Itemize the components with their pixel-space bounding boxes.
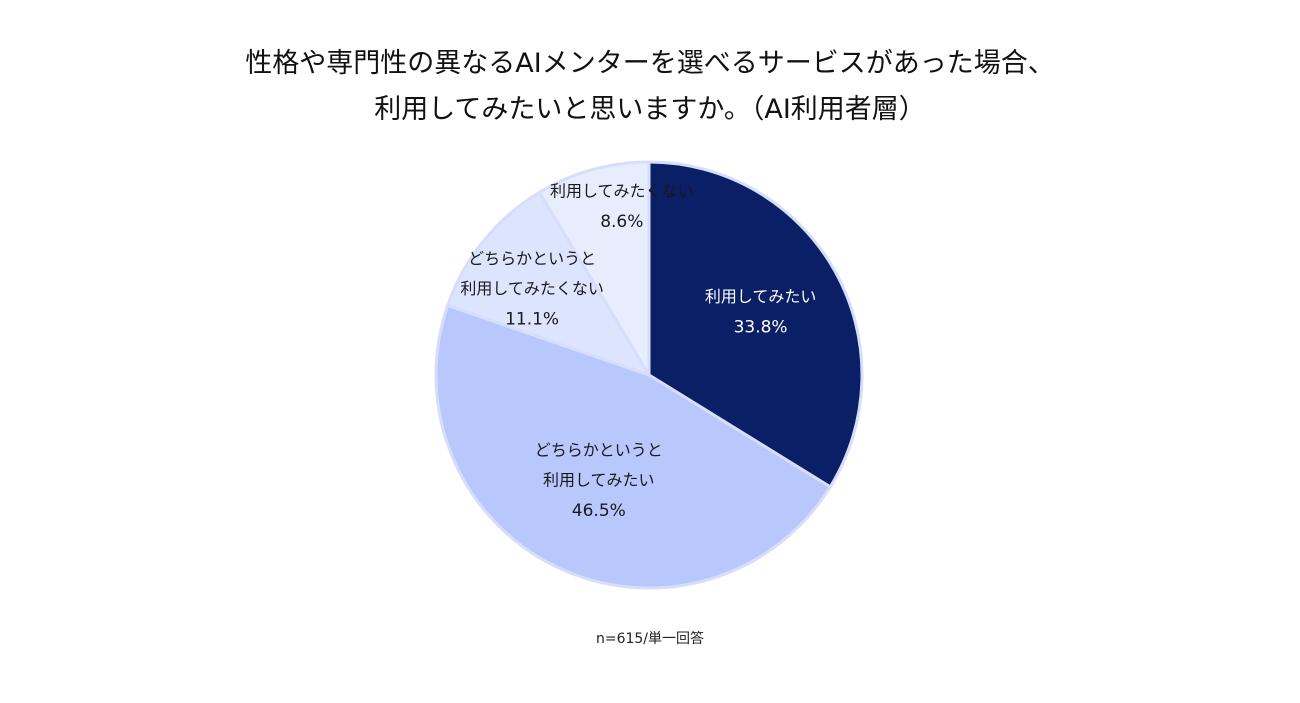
pie-slice-4: [537, 160, 651, 377]
chart-title-line-2: 利用してみたいと思いますか。（AI利用者層）: [374, 94, 926, 125]
pie-category-label-1-1: 利用してみたい: [705, 287, 817, 306]
pie-slice-2: [434, 303, 832, 590]
pie-slice-1: [647, 160, 864, 489]
pie-value-label-1: 33.8%: [734, 318, 788, 338]
pie-category-label-3-2: 利用してみたくない: [460, 279, 604, 298]
chart-title-line-1: 性格や専門性の異なるAIメンターを選べるサービスがあった場合、: [245, 48, 1055, 79]
pie-category-label-2-1: どちらかというと: [535, 440, 663, 459]
pie-slices: [434, 160, 864, 590]
pie-slice-3: [446, 190, 651, 377]
pie-labels: 利用してみたい33.8%どちらかというと利用してみたい46.5%どちらかというと…: [460, 181, 817, 521]
pie-category-label-4-1: 利用してみたくない: [550, 181, 694, 200]
pie-value-label-2: 46.5%: [572, 501, 626, 521]
pie-value-label-3: 11.1%: [505, 310, 559, 330]
pie-category-label-2-2: 利用してみたい: [543, 470, 655, 489]
sample-note: n=615/単一回答: [595, 631, 705, 647]
pie-value-label-4: 8.6%: [600, 212, 643, 232]
pie-category-label-3-1: どちらかというと: [468, 249, 596, 268]
